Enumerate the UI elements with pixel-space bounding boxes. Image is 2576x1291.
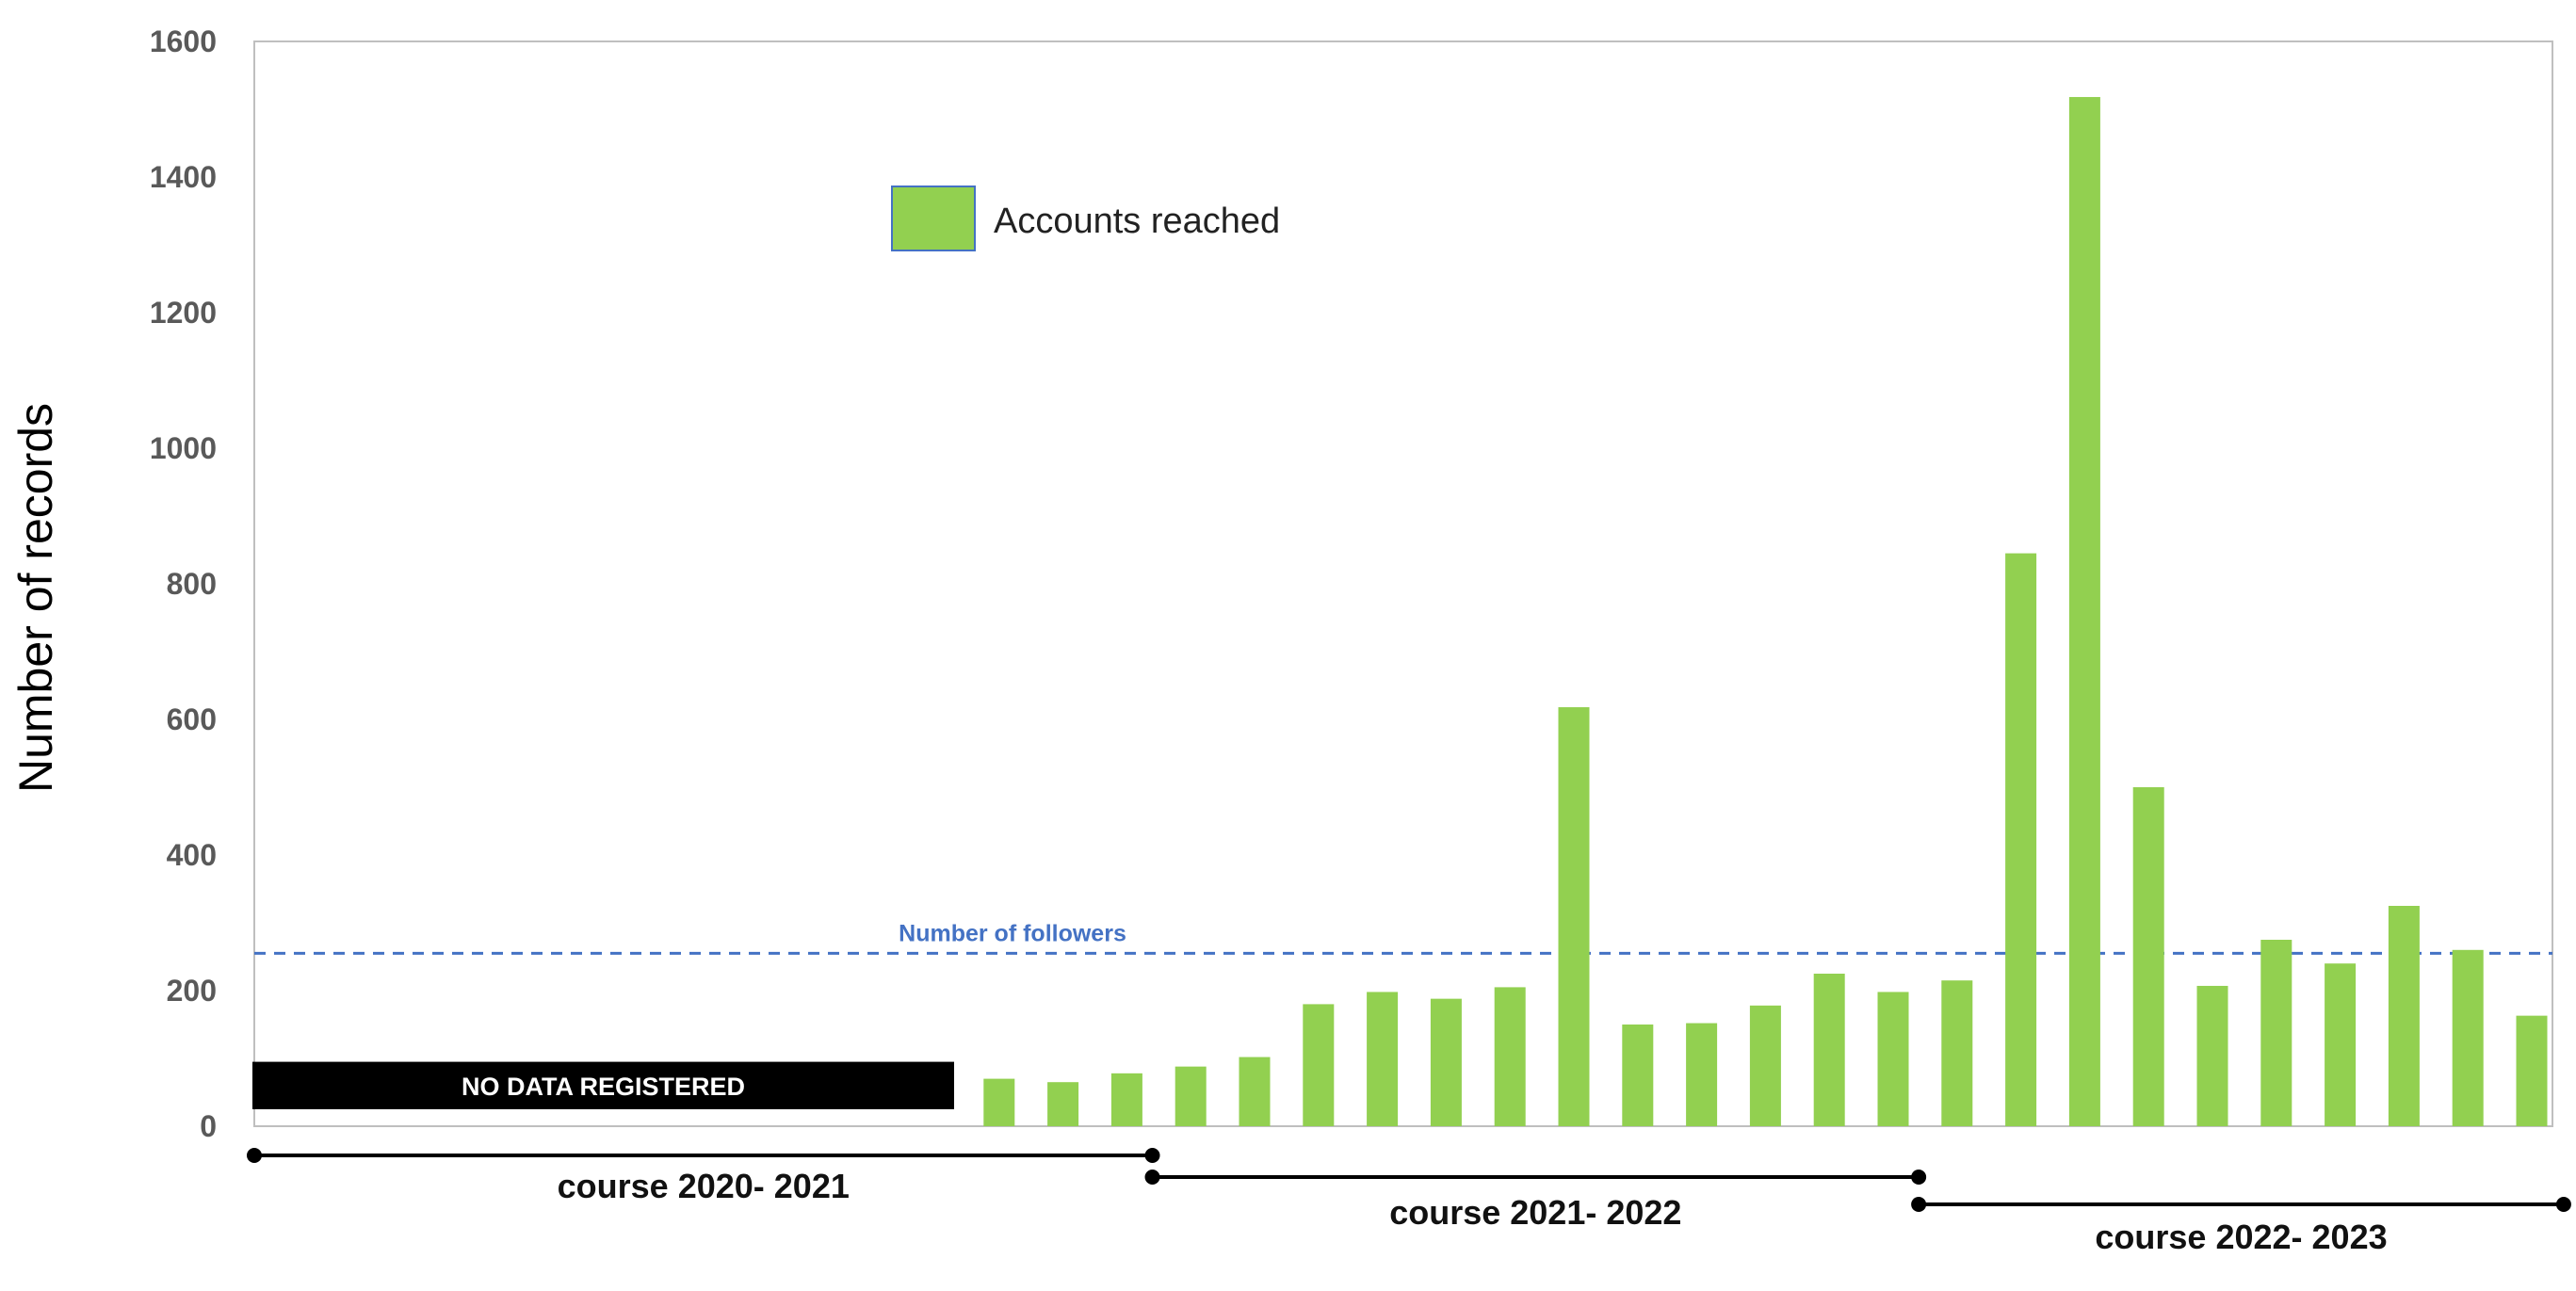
bar <box>1622 1025 1654 1126</box>
bar <box>1749 1005 1781 1126</box>
y-tick-label: 1200 <box>150 296 217 330</box>
bar <box>2196 985 2228 1126</box>
bar <box>2005 553 2037 1126</box>
bar <box>1877 992 1909 1126</box>
bar <box>1367 992 1399 1126</box>
no-data-label: NO DATA REGISTERED <box>462 1073 745 1101</box>
bars <box>983 97 2548 1126</box>
bar <box>983 1078 1015 1126</box>
period-end-dot <box>2555 1197 2571 1212</box>
period-start-dot <box>1911 1197 1927 1212</box>
bar <box>2260 940 2292 1126</box>
legend-label: Accounts reached <box>994 202 1280 241</box>
period-end-dot <box>1911 1170 1927 1185</box>
legend-swatch <box>891 186 976 251</box>
bar <box>1813 974 1845 1126</box>
bar <box>2388 906 2420 1126</box>
y-tick-label: 800 <box>167 567 217 601</box>
y-tick-label: 600 <box>167 702 217 736</box>
bar <box>1239 1057 1271 1126</box>
y-axis-ticks: 0 200 400 600 800 1000 1200 1400 1600 <box>150 24 217 1143</box>
bar <box>2452 949 2484 1126</box>
period-brackets: course 2020- 2021 course 2021- 2022 course… <box>247 1148 2571 1256</box>
bar <box>2132 787 2164 1126</box>
y-tick-label: 1600 <box>150 24 217 58</box>
bar <box>2325 963 2357 1126</box>
reference-line: Number of followers <box>254 920 2552 955</box>
bar <box>1047 1082 1079 1126</box>
bar <box>2516 1015 2548 1126</box>
period-start-dot <box>247 1148 262 1163</box>
y-tick-label: 0 <box>200 1109 217 1143</box>
bar <box>1941 980 1973 1126</box>
y-tick-label: 1400 <box>150 160 217 194</box>
no-data-bar <box>252 1061 954 1109</box>
bar <box>1494 987 1526 1126</box>
bar <box>1430 998 1462 1126</box>
period-label: course 2020- 2021 <box>558 1167 850 1205</box>
bar <box>1686 1023 1718 1126</box>
y-tick-label: 1000 <box>150 431 217 465</box>
followers-line-label: Number of followers <box>899 920 1126 946</box>
period-start-dot <box>1144 1170 1160 1185</box>
y-tick-label: 200 <box>167 974 217 1008</box>
bar <box>1558 707 1590 1126</box>
y-axis-label: Number of records <box>9 403 62 793</box>
bar <box>2068 97 2100 1126</box>
no-data-box: NO DATA REGISTERED <box>252 1061 954 1109</box>
bar <box>1303 1004 1335 1126</box>
period-end-dot <box>1144 1148 1160 1163</box>
legend: Accounts reached <box>891 186 1280 251</box>
period-label: course 2021- 2022 <box>1389 1193 1681 1232</box>
bar <box>1110 1073 1142 1126</box>
y-tick-label: 400 <box>167 838 217 872</box>
plot-area-frame <box>253 40 2553 1127</box>
period-label: course 2022- 2023 <box>2095 1218 2387 1256</box>
bar <box>1175 1066 1207 1126</box>
